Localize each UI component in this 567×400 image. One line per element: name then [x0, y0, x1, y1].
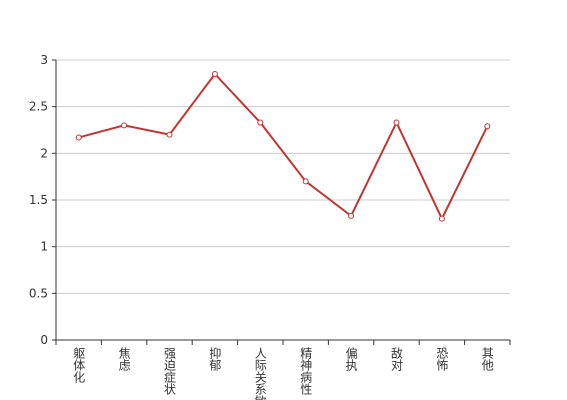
- point: [438, 215, 445, 222]
- x-tick-label: 人际关系敏感: [253, 347, 267, 400]
- y-tick-label: 0: [40, 333, 48, 347]
- y-tick-label: 3: [40, 53, 48, 67]
- point: [121, 122, 128, 129]
- point: [75, 134, 82, 141]
- x-tick-label: 抑郁: [208, 346, 222, 372]
- x-tick-label: 躯体化: [72, 346, 86, 384]
- y-tick-label: 1: [40, 240, 48, 254]
- y-tick-label: 0.5: [29, 286, 48, 300]
- y-tick-label: 2.5: [29, 100, 48, 114]
- point: [348, 212, 355, 219]
- point: [393, 119, 400, 126]
- x-tick-label: 焦虑: [117, 347, 131, 371]
- x-tick-label: 敌对: [390, 346, 404, 371]
- point: [257, 119, 264, 126]
- x-tick-label: 恐怖: [435, 347, 449, 371]
- point: [302, 178, 309, 185]
- y-tick-label: 2: [40, 146, 48, 160]
- x-tick-label: 偏执: [344, 346, 358, 372]
- x-tick-label: 精神病性: [299, 347, 313, 396]
- line: [78, 72, 489, 221]
- x-tick-label: 其他: [480, 347, 494, 371]
- point: [166, 131, 173, 138]
- point: [484, 123, 491, 130]
- point: [211, 71, 218, 77]
- y-tick-label: 1.5: [29, 193, 48, 207]
- x-tick-label: 强迫症状: [163, 347, 177, 395]
